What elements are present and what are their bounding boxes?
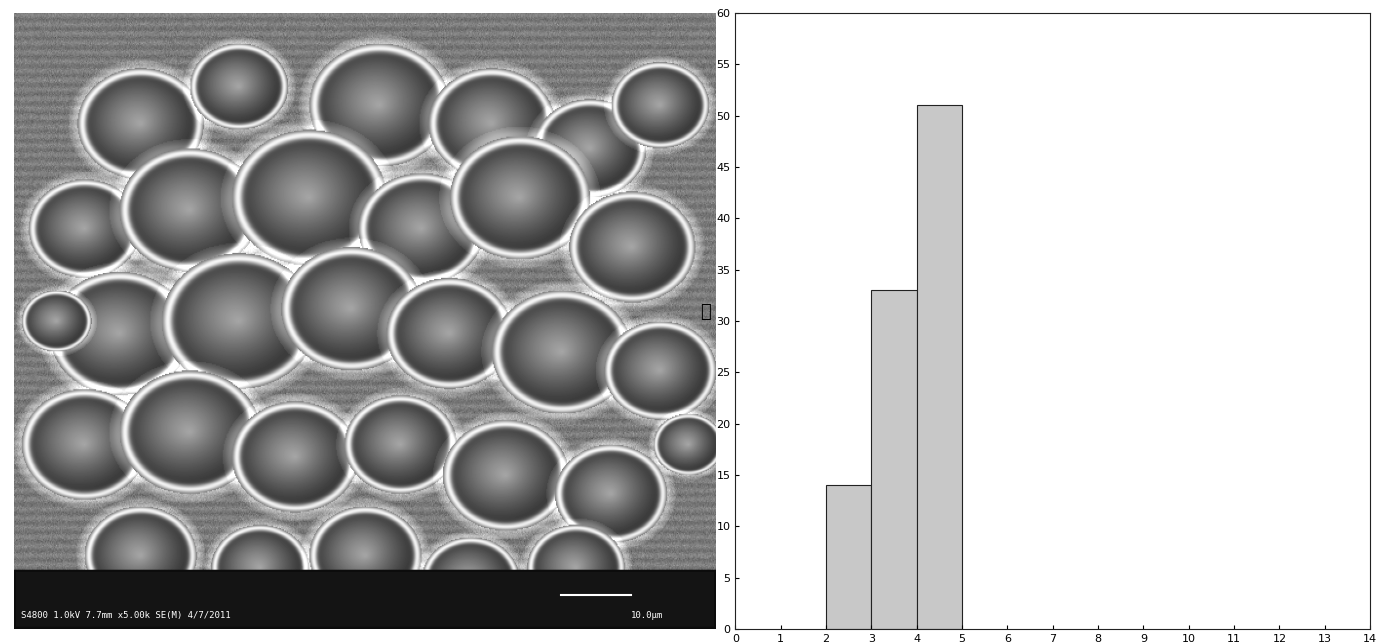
Bar bbox=[872, 290, 916, 629]
Bar bbox=[916, 105, 962, 629]
Text: S4800 1.0kV 7.7mm x5.00k SE(M) 4/7/2011: S4800 1.0kV 7.7mm x5.00k SE(M) 4/7/2011 bbox=[21, 611, 231, 620]
Text: 10.0μm: 10.0μm bbox=[631, 611, 663, 620]
Bar bbox=[826, 485, 872, 629]
Y-axis label: 数: 数 bbox=[700, 303, 711, 321]
